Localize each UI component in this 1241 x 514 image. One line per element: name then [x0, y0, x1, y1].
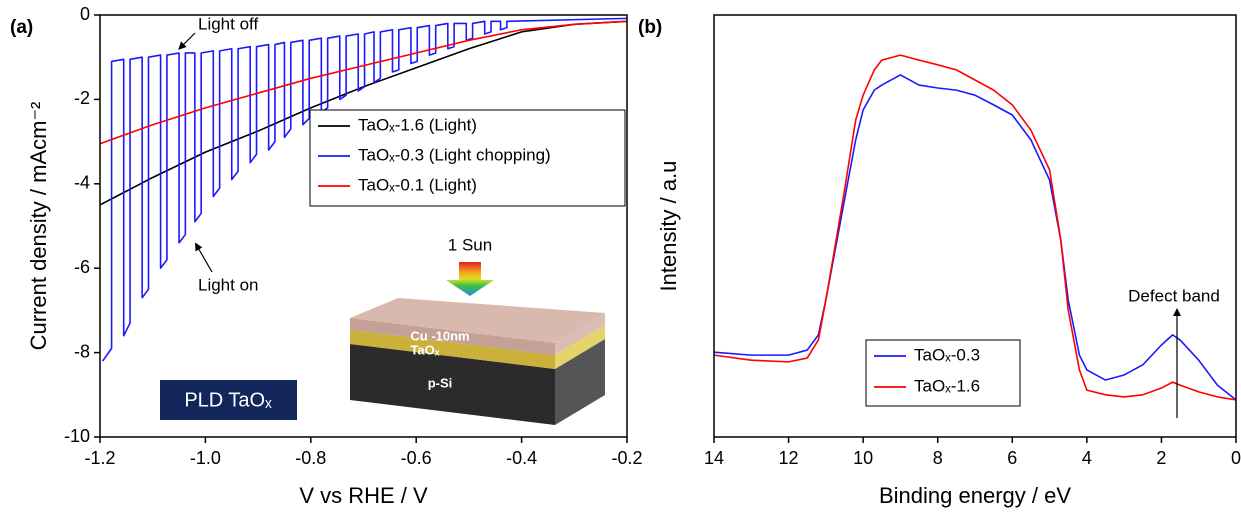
panel-label: (b) [638, 17, 662, 38]
panel-label: (a) [10, 17, 33, 38]
x-tick-label: -0.6 [401, 448, 432, 468]
x-tick-label: -0.4 [506, 448, 537, 468]
x-tick-label: 10 [853, 448, 873, 468]
legend-label: TaOₓ-0.3 [914, 345, 980, 364]
x-tick-label: 6 [1007, 448, 1017, 468]
series-line [99, 20, 628, 145]
y-tick-label: -4 [74, 173, 90, 193]
layer-label: TaOₓ [410, 342, 439, 357]
axes-frame [713, 14, 1237, 438]
legend-box [309, 109, 626, 207]
label-box [160, 380, 297, 420]
x-tick-label: 12 [779, 448, 799, 468]
x-axis-title: V vs RHE / V [299, 483, 428, 508]
annotation-arrow [195, 242, 213, 273]
y-tick-label: -8 [74, 341, 90, 361]
legend-box [865, 339, 1021, 407]
x-axis-title: Binding energy / eV [879, 483, 1071, 508]
x-tick-label: -1.0 [190, 448, 221, 468]
y-axis-title: Current density / mAcm⁻² [26, 102, 51, 351]
y-tick-label: -2 [74, 88, 90, 108]
x-tick-label: 8 [933, 448, 943, 468]
y-tick-label: 0 [80, 4, 90, 24]
y-tick-label: -10 [64, 426, 90, 446]
x-tick-label: 4 [1082, 448, 1092, 468]
device-inset [350, 298, 605, 425]
annotation: Light on [198, 275, 259, 294]
y-axis-title: Intensity / a.u [656, 161, 681, 292]
x-tick-label: -0.8 [295, 448, 326, 468]
label-box-text: PLD TaOₓ [184, 389, 272, 411]
y-tick-label: -6 [74, 257, 90, 277]
layer-label: p-Si [428, 375, 453, 390]
x-tick-label: 14 [704, 448, 724, 468]
series-line [713, 54, 1237, 401]
annotation: Defect band [1128, 286, 1220, 305]
x-tick-label: -1.2 [84, 448, 115, 468]
x-tick-label: -0.2 [611, 448, 642, 468]
legend-label: TaOₓ-0.1 (Light) [358, 175, 477, 194]
annotation: 1 Sun [448, 235, 492, 254]
legend-label: TaOₓ-0.3 (Light chopping) [358, 145, 551, 164]
x-tick-label: 0 [1231, 448, 1241, 468]
legend-label: TaOₓ-1.6 [914, 376, 980, 395]
annotation: Light off [198, 14, 258, 33]
layer-label: Cu -10nm [410, 328, 469, 343]
legend-label: TaOₓ-1.6 (Light) [358, 115, 477, 134]
annotation-arrow [178, 32, 196, 50]
axes-frame [99, 14, 628, 438]
x-tick-label: 2 [1156, 448, 1166, 468]
plots: -1.2 -1.0 -0.8 -0.6 -0.4 -0.2 0 -2 -4 -6 -8 -10 V vs… [26, 4, 1241, 508]
light-arrow [446, 262, 494, 296]
